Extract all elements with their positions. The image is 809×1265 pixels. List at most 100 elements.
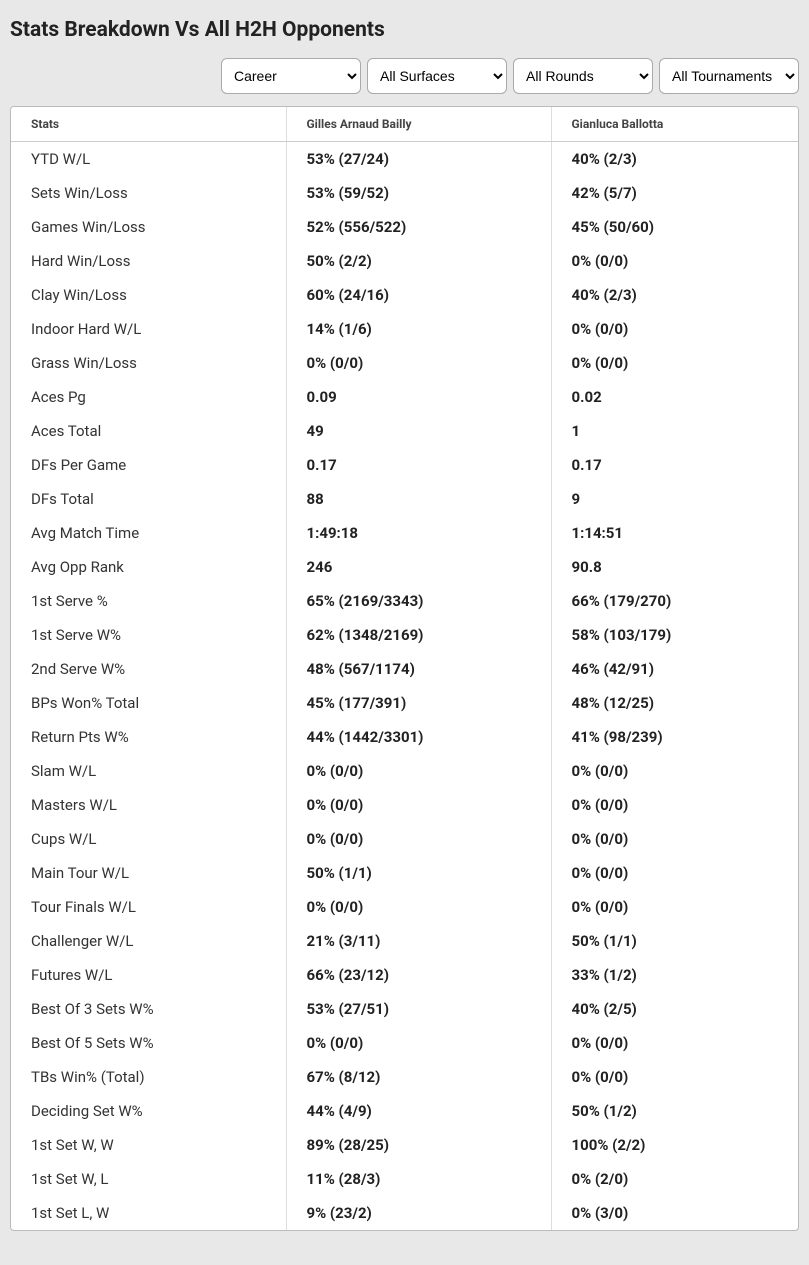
player2-value: 0% (0/0) [551, 1026, 798, 1060]
table-row: Grass Win/Loss0% (0/0)0% (0/0) [11, 346, 798, 380]
player2-value: 0% (2/0) [551, 1162, 798, 1196]
table-row: Avg Opp Rank24690.8 [11, 550, 798, 584]
table-body: YTD W/L53% (27/24)40% (2/3)Sets Win/Loss… [11, 142, 798, 1231]
stat-label: Games Win/Loss [11, 210, 286, 244]
player1-value: 53% (59/52) [286, 176, 551, 210]
stat-label: Deciding Set W% [11, 1094, 286, 1128]
player2-value: 50% (1/2) [551, 1094, 798, 1128]
stat-label: Slam W/L [11, 754, 286, 788]
player2-value: 40% (2/5) [551, 992, 798, 1026]
filters-bar: Career All Surfaces All Rounds All Tourn… [10, 58, 799, 94]
stat-label: Indoor Hard W/L [11, 312, 286, 346]
table-row: Aces Total491 [11, 414, 798, 448]
table-row: Sets Win/Loss53% (59/52)42% (5/7) [11, 176, 798, 210]
player2-value: 50% (1/1) [551, 924, 798, 958]
table-row: Return Pts W%44% (1442/3301)41% (98/239) [11, 720, 798, 754]
player1-value: 21% (3/11) [286, 924, 551, 958]
table-row: Tour Finals W/L0% (0/0)0% (0/0) [11, 890, 798, 924]
player1-value: 0% (0/0) [286, 890, 551, 924]
player1-value: 0% (0/0) [286, 754, 551, 788]
table-row: BPs Won% Total45% (177/391)48% (12/25) [11, 686, 798, 720]
player1-value: 67% (8/12) [286, 1060, 551, 1094]
table-row: Best Of 3 Sets W%53% (27/51)40% (2/5) [11, 992, 798, 1026]
player2-value: 0% (0/0) [551, 822, 798, 856]
player2-value: 0.02 [551, 380, 798, 414]
stat-label: Challenger W/L [11, 924, 286, 958]
player1-value: 246 [286, 550, 551, 584]
player1-value: 11% (28/3) [286, 1162, 551, 1196]
player1-value: 62% (1348/2169) [286, 618, 551, 652]
stat-label: TBs Win% (Total) [11, 1060, 286, 1094]
stat-label: 1st Serve % [11, 584, 286, 618]
period-select[interactable]: Career [221, 58, 361, 94]
player1-value: 50% (2/2) [286, 244, 551, 278]
player2-value: 58% (103/179) [551, 618, 798, 652]
stat-label: Clay Win/Loss [11, 278, 286, 312]
table-row: 1st Serve W%62% (1348/2169)58% (103/179) [11, 618, 798, 652]
player1-value: 14% (1/6) [286, 312, 551, 346]
player2-value: 0% (0/0) [551, 754, 798, 788]
stat-label: 2nd Serve W% [11, 652, 286, 686]
stat-label: YTD W/L [11, 142, 286, 177]
player1-value: 44% (4/9) [286, 1094, 551, 1128]
player1-value: 65% (2169/3343) [286, 584, 551, 618]
player2-value: 0% (0/0) [551, 1060, 798, 1094]
player1-value: 88 [286, 482, 551, 516]
player2-value: 0% (0/0) [551, 890, 798, 924]
table-row: Clay Win/Loss60% (24/16)40% (2/3) [11, 278, 798, 312]
table-row: Deciding Set W%44% (4/9)50% (1/2) [11, 1094, 798, 1128]
col-header-player2: Gianluca Ballotta [551, 107, 798, 142]
player2-value: 66% (179/270) [551, 584, 798, 618]
stat-label: Tour Finals W/L [11, 890, 286, 924]
player1-value: 0% (0/0) [286, 346, 551, 380]
player2-value: 100% (2/2) [551, 1128, 798, 1162]
player2-value: 46% (42/91) [551, 652, 798, 686]
stats-table-container: Stats Gilles Arnaud Bailly Gianluca Ball… [10, 106, 799, 1231]
player2-value: 0% (0/0) [551, 244, 798, 278]
player2-value: 0% (0/0) [551, 312, 798, 346]
table-row: Aces Pg0.090.02 [11, 380, 798, 414]
stat-label: 1st Set W, W [11, 1128, 286, 1162]
table-row: 1st Serve %65% (2169/3343)66% (179/270) [11, 584, 798, 618]
col-header-stats: Stats [11, 107, 286, 142]
stat-label: Avg Match Time [11, 516, 286, 550]
stat-label: DFs Per Game [11, 448, 286, 482]
stat-label: Masters W/L [11, 788, 286, 822]
player2-value: 33% (1/2) [551, 958, 798, 992]
player1-value: 0.09 [286, 380, 551, 414]
table-row: Hard Win/Loss50% (2/2)0% (0/0) [11, 244, 798, 278]
player1-value: 44% (1442/3301) [286, 720, 551, 754]
stat-label: Grass Win/Loss [11, 346, 286, 380]
table-row: YTD W/L53% (27/24)40% (2/3) [11, 142, 798, 177]
stat-label: Best Of 3 Sets W% [11, 992, 286, 1026]
tournament-select[interactable]: All Tournaments [659, 58, 799, 94]
player2-value: 45% (50/60) [551, 210, 798, 244]
stat-label: BPs Won% Total [11, 686, 286, 720]
round-select[interactable]: All Rounds [513, 58, 653, 94]
stat-label: 1st Set L, W [11, 1196, 286, 1230]
player1-value: 48% (567/1174) [286, 652, 551, 686]
table-row: Games Win/Loss52% (556/522)45% (50/60) [11, 210, 798, 244]
player1-value: 9% (23/2) [286, 1196, 551, 1230]
table-row: Best Of 5 Sets W%0% (0/0)0% (0/0) [11, 1026, 798, 1060]
player2-value: 0% (3/0) [551, 1196, 798, 1230]
player2-value: 9 [551, 482, 798, 516]
surface-select[interactable]: All Surfaces [367, 58, 507, 94]
player2-value: 1:14:51 [551, 516, 798, 550]
stat-label: 1st Set W, L [11, 1162, 286, 1196]
table-row: Slam W/L0% (0/0)0% (0/0) [11, 754, 798, 788]
stats-table: Stats Gilles Arnaud Bailly Gianluca Ball… [11, 107, 798, 1230]
player2-value: 40% (2/3) [551, 142, 798, 177]
table-row: Cups W/L0% (0/0)0% (0/0) [11, 822, 798, 856]
player2-value: 90.8 [551, 550, 798, 584]
table-row: Masters W/L0% (0/0)0% (0/0) [11, 788, 798, 822]
page-title: Stats Breakdown Vs All H2H Opponents [10, 18, 799, 42]
table-row: Futures W/L66% (23/12)33% (1/2) [11, 958, 798, 992]
player2-value: 41% (98/239) [551, 720, 798, 754]
table-row: 2nd Serve W%48% (567/1174)46% (42/91) [11, 652, 798, 686]
player1-value: 0% (0/0) [286, 822, 551, 856]
player2-value: 0% (0/0) [551, 788, 798, 822]
player1-value: 45% (177/391) [286, 686, 551, 720]
stat-label: Cups W/L [11, 822, 286, 856]
stat-label: Hard Win/Loss [11, 244, 286, 278]
